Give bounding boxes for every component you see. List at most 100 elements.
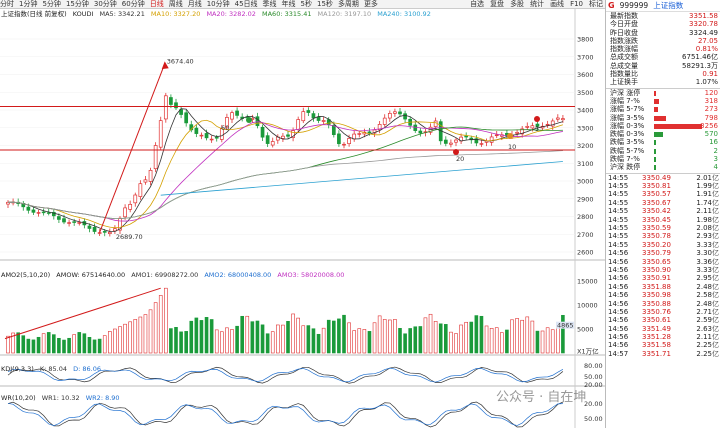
volume-bar — [133, 319, 138, 354]
legend-ma60: MA60: 3315.41 — [262, 10, 312, 18]
price-tick-label: 2800 — [577, 213, 594, 221]
stat-label: 上证换手 — [610, 78, 638, 87]
trade-price: 3351.88 — [642, 282, 671, 291]
distribution-count: 2 — [713, 146, 718, 155]
price-tick-label: 3500 — [577, 89, 594, 97]
period-tab[interactable]: 年线 — [281, 0, 296, 8]
kline-chart-area[interactable]: 3800 3700 3600 3500 3400 3300 3200 3100 3000 2900… — [0, 9, 605, 428]
distribution-label: 跌幅 3-5% — [610, 138, 645, 147]
candle-body — [199, 134, 204, 137]
period-toolbar: 分时 1分钟 5分钟 15分钟 30分钟 60分钟 日线 周线 月线 10分钟 45日线 季线 年线 5秒… — [0, 0, 605, 9]
toolbar-right-actions: 自选 复盘 多股 统计 画线 F10 标记 — [470, 0, 603, 9]
trade-vol: 2.71 — [696, 307, 712, 316]
volume-bar — [428, 313, 433, 354]
trade-row: 14:56 3350.90 3.33 亿 — [606, 266, 720, 274]
volume-bar — [342, 314, 346, 354]
distribution-bar — [654, 115, 666, 121]
volume-bar — [240, 315, 244, 354]
distribution-row: 跌幅 7-% 3 — [606, 155, 720, 163]
period-tab[interactable]: 月线 — [187, 0, 202, 8]
volume-bar — [153, 302, 158, 354]
price-tick-label: 2600 — [577, 249, 594, 257]
index-code: 999999 — [619, 1, 649, 10]
volume-bar — [362, 329, 367, 354]
volume-amow: AMOW: 67514640.00 — [56, 271, 126, 279]
candle-body — [535, 123, 540, 127]
trade-time: 14:56 — [608, 307, 629, 316]
ma-line-240 — [160, 161, 563, 196]
candle-body — [169, 97, 173, 105]
period-tab[interactable]: 45日线 — [234, 0, 258, 8]
trade-time: 14:57 — [608, 349, 629, 358]
period-tab[interactable]: 分时 — [0, 0, 14, 8]
toolbar-action[interactable]: 多股 — [510, 0, 525, 8]
candle-body — [342, 143, 346, 146]
period-tab[interactable]: 日线 — [149, 0, 164, 8]
kdj-tick-label: 50.00 — [584, 373, 603, 381]
period-tab[interactable]: 周线 — [168, 0, 183, 8]
stat-value: 1.07% — [695, 78, 718, 87]
candle-body — [403, 113, 407, 120]
chart-canvas[interactable]: 3800 3700 3600 3500 3400 3300 3200 3100 3000 2900… — [0, 9, 605, 428]
distribution-label: 涨幅 3-5% — [610, 113, 645, 122]
volume-bar — [311, 328, 316, 354]
candle-body — [494, 134, 499, 137]
candle-body — [230, 112, 234, 120]
period-tab[interactable]: 15秒 — [317, 0, 333, 8]
candle-body — [260, 126, 265, 138]
index-title: 上证指数(日线 前复权) — [1, 10, 67, 18]
period-tab[interactable]: 更多 — [363, 0, 378, 8]
stat-row: 指数涨幅 0.81% — [606, 45, 720, 53]
distribution-label: 涨幅 5-7% — [610, 105, 645, 114]
period-tab[interactable]: 1分钟 — [19, 0, 38, 8]
toolbar-action[interactable]: 自选 — [470, 0, 485, 8]
distribution-bar — [654, 157, 656, 163]
index-name[interactable]: 上证指数 — [653, 1, 684, 10]
period-tab[interactable]: 5分钟 — [42, 0, 61, 8]
candle-body — [225, 117, 229, 128]
distribution-count: 3 — [713, 155, 718, 164]
period-tab[interactable]: 60分钟 — [121, 0, 145, 8]
trade-unit: 亿 — [712, 341, 719, 350]
toolbar-action[interactable]: 标记 — [589, 0, 603, 8]
candle-body — [123, 207, 127, 218]
trade-row: 14:56 3350.88 2.48 亿 — [606, 300, 720, 308]
period-tab[interactable]: 多周期 — [337, 0, 359, 8]
period-tab[interactable]: 15分钟 — [65, 0, 89, 8]
volume-bar — [118, 326, 122, 354]
trade-time: 14:55 — [608, 223, 629, 232]
volume-bar — [393, 319, 397, 354]
candle-body — [382, 117, 387, 125]
toolbar-action[interactable]: 画线 — [550, 0, 565, 8]
toolbar-action[interactable]: 复盘 — [490, 0, 505, 8]
volume-bar — [169, 328, 173, 354]
volume-tag: 4865 — [557, 322, 574, 330]
period-tab[interactable]: 5秒 — [300, 0, 313, 8]
candle-body — [148, 170, 153, 182]
price-tick-label: 3800 — [577, 36, 594, 44]
volume-tick-label: 5000 — [577, 326, 594, 334]
stat-label: 总成交额 — [610, 53, 638, 62]
candle-body — [489, 136, 494, 143]
candle-body — [398, 111, 402, 115]
candle-body — [377, 124, 382, 131]
volume-bar — [276, 324, 280, 354]
toolbar-action[interactable]: 统计 — [530, 0, 545, 8]
candle-body — [72, 221, 77, 223]
ma-line-120 — [7, 150, 563, 220]
period-tab[interactable]: 10分钟 — [206, 0, 230, 8]
candle-body — [387, 113, 392, 119]
trade-row: 14:56 3350.76 2.71 亿 — [606, 308, 720, 316]
period-tab[interactable]: 30分钟 — [93, 0, 117, 8]
stat-label: 指数量比 — [610, 70, 638, 79]
candle-body — [479, 143, 484, 145]
ma5-marker-label: 5 — [535, 125, 539, 133]
toolbar-action[interactable]: F10 — [570, 0, 583, 8]
volume-bar — [408, 328, 412, 354]
period-tab[interactable]: 季线 — [262, 0, 277, 8]
trade-price: 3350.42 — [642, 207, 671, 216]
trade-price: 3350.90 — [642, 265, 671, 274]
trade-row: 14:55 3350.45 1.98 亿 — [606, 216, 720, 224]
candle-body — [128, 203, 133, 210]
trade-time: 14:55 — [608, 207, 629, 216]
